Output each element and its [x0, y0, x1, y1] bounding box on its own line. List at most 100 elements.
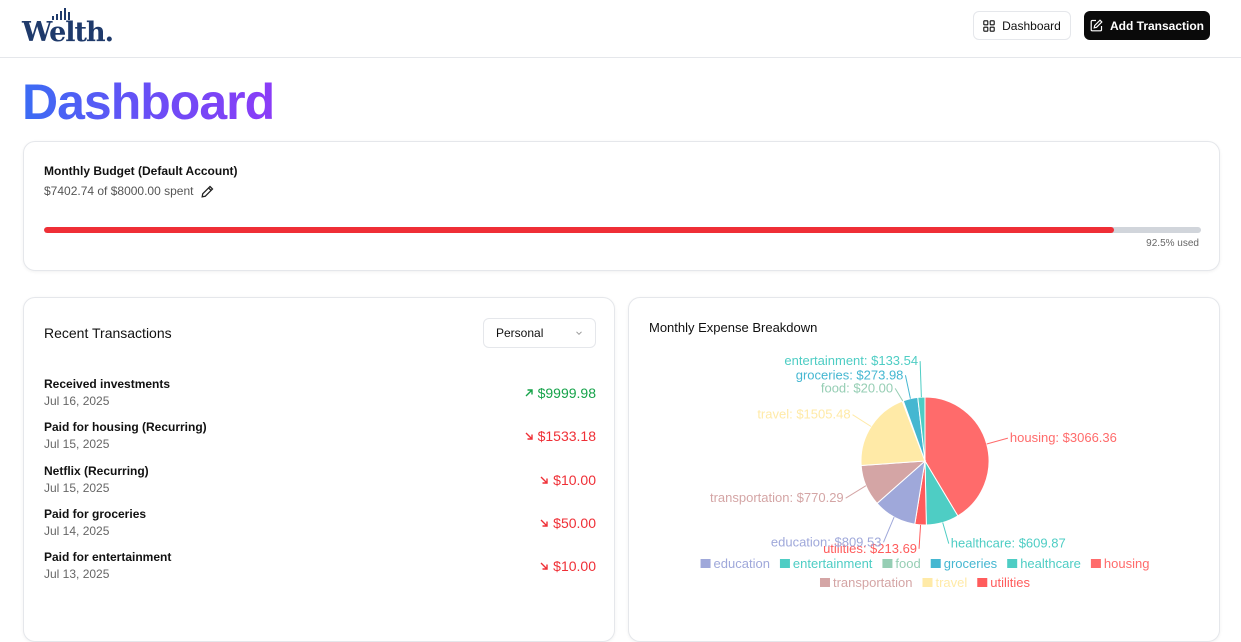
expense-breakdown-card: Monthly Expense Breakdown housing: $3066…: [628, 297, 1220, 642]
legend-item-education[interactable]: education: [700, 556, 770, 571]
legend-swatch-healthcare: [1007, 559, 1018, 568]
transaction-description: Paid for groceries: [44, 506, 147, 521]
legend-label-transportation: transportation: [833, 575, 913, 590]
pie-label-line-groceries: [904, 375, 911, 399]
legend-swatch-travel: [922, 578, 933, 587]
transaction-date: Jul 14, 2025: [44, 523, 110, 538]
pie-label-line-food: [894, 388, 904, 402]
budget-title: Monthly Budget (Default Account): [44, 164, 238, 178]
legend-swatch-education: [700, 559, 711, 568]
pie-label-housing: housing: $3066.36: [1010, 430, 1117, 445]
transaction-date: Jul 16, 2025: [44, 394, 110, 408]
pie-label-line-utilities: [918, 524, 922, 549]
legend-item-healthcare[interactable]: healthcare: [1007, 556, 1081, 571]
legend-label-utilities: utilities: [990, 575, 1030, 590]
transaction-row[interactable]: Netflix (Recurring) Jul 15, 2025 $10.00: [44, 463, 596, 506]
transaction-amount: $10.00: [539, 558, 596, 574]
pie-label-line-housing: [986, 437, 1009, 445]
pie-label-food: food: $20.00: [821, 380, 893, 395]
page-title: Dashboard: [22, 74, 275, 130]
pie-label-utilities: utilities: $213.69: [823, 541, 917, 556]
transaction-description: Paid for housing (Recurring): [44, 420, 207, 435]
transaction-row[interactable]: Paid for housing (Recurring) Jul 15, 2025…: [44, 419, 596, 462]
recent-transactions-card: Recent Transactions Personal Received in…: [23, 297, 615, 642]
pie-slice-travel[interactable]: [860, 400, 926, 467]
pie-label-line-education: [883, 516, 895, 543]
legend-swatch-transportation: [819, 578, 830, 587]
pie-slice-entertainment[interactable]: [917, 396, 926, 462]
transaction-description: Netflix (Recurring): [44, 463, 149, 478]
legend-item-food[interactable]: food: [882, 556, 921, 571]
transaction-amount-value: $1533.18: [537, 428, 596, 445]
pie-label-transportation: transportation: $770.29: [710, 490, 844, 505]
account-select[interactable]: Personal: [483, 318, 596, 348]
legend-item-transportation[interactable]: transportation: [819, 575, 913, 590]
transaction-amount-value: $10.00: [553, 471, 596, 488]
arrow-down-right-icon: [540, 519, 548, 527]
dashboard-button[interactable]: Dashboard: [973, 11, 1071, 40]
legend-swatch-housing: [1090, 559, 1101, 568]
transaction-amount-value: $10.00: [553, 558, 596, 575]
transaction-amount: $50.00: [539, 515, 596, 531]
pie-label-healthcare: healthcare: $609.87: [951, 536, 1066, 551]
edit-pencil-icon[interactable]: [201, 185, 214, 198]
transaction-row[interactable]: Received investments Jul 16, 2025 $9999.98: [44, 376, 596, 419]
legend-swatch-utilities: [977, 578, 988, 587]
legend-label-housing: housing: [1104, 556, 1150, 571]
chevron-down-icon: [576, 331, 582, 336]
transaction-amount: $1533.18: [524, 428, 596, 444]
transaction-description: Received investments: [44, 377, 171, 391]
legend-label-healthcare: healthcare: [1020, 556, 1081, 571]
expense-breakdown-title: Monthly Expense Breakdown: [649, 320, 818, 335]
legend-swatch-entertainment: [779, 559, 790, 568]
logo-text: Welth.: [22, 17, 114, 48]
layout-grid-icon: [983, 19, 995, 32]
add-transaction-button[interactable]: Add Transaction: [1084, 11, 1210, 40]
add-transaction-label: Add Transaction: [1109, 18, 1204, 33]
legend-item-travel[interactable]: travel: [922, 575, 967, 590]
budget-card: Monthly Budget (Default Account) $7402.7…: [23, 141, 1220, 271]
pie-label-line-transportation: [845, 485, 867, 499]
legend-item-utilities[interactable]: utilities: [977, 575, 1031, 590]
transaction-row[interactable]: Paid for groceries Jul 14, 2025 $50.00: [44, 506, 596, 549]
pie-label-line-entertainment: [919, 361, 922, 398]
pie-label-travel: travel: $1505.48: [757, 407, 850, 422]
transaction-amount: $9999.98: [524, 385, 596, 401]
bar-chart-logo-icon: [52, 8, 70, 20]
budget-used-label: 92.5% used: [1146, 238, 1199, 249]
legend-label-travel: travel: [935, 575, 967, 590]
budget-spent-text: $7402.74 of $8000.00 spent: [44, 184, 194, 198]
budget-progress-bar: [44, 227, 1201, 233]
dashboard-button-label: Dashboard: [1002, 18, 1061, 33]
legend-item-entertainment[interactable]: entertainment: [779, 556, 873, 571]
top-navbar: Welth. Dashboard Add Transaction: [0, 0, 1241, 58]
expense-pie-chart: housing: $3066.36 healthcare: $609.87 util…: [700, 353, 1150, 590]
arrow-down-right-icon: [540, 562, 548, 570]
legend-label-food: food: [895, 556, 920, 571]
transaction-date: Jul 15, 2025: [44, 480, 110, 495]
budget-summary: $7402.74 of $8000.00 spent: [44, 184, 214, 198]
legend-item-groceries[interactable]: groceries: [930, 556, 998, 571]
transaction-amount-value: $50.00: [553, 514, 596, 531]
transaction-date: Jul 13, 2025: [44, 567, 110, 582]
transaction-amount: $10.00: [539, 472, 596, 488]
legend-label-education: education: [714, 556, 770, 571]
legend-swatch-food: [882, 559, 893, 568]
legend-swatch-groceries: [930, 559, 941, 568]
recent-transactions-title: Recent Transactions: [44, 325, 172, 341]
arrow-down-right-icon: [540, 476, 548, 484]
arrow-down-right-icon: [525, 432, 533, 440]
pie-label-entertainment: entertainment: $133.54: [784, 353, 918, 368]
welth-logo[interactable]: Welth.: [22, 8, 114, 48]
legend-label-groceries: groceries: [944, 556, 998, 571]
transaction-row[interactable]: Paid for entertainment Jul 13, 2025 $10.00: [44, 549, 596, 592]
transaction-list: Received investments Jul 16, 2025 $9999.98…: [44, 376, 596, 592]
pie-label-education: education: $809.53: [771, 534, 882, 549]
pie-slice-housing[interactable]: [924, 396, 990, 517]
pie-label-groceries: groceries: $273.98: [796, 367, 904, 382]
arrow-up-right-icon: [525, 389, 533, 397]
pie-label-line-healthcare: [942, 522, 950, 544]
account-select-value: Personal: [496, 326, 544, 340]
legend-item-housing[interactable]: housing: [1090, 556, 1150, 571]
transaction-description: Paid for entertainment: [44, 550, 172, 565]
